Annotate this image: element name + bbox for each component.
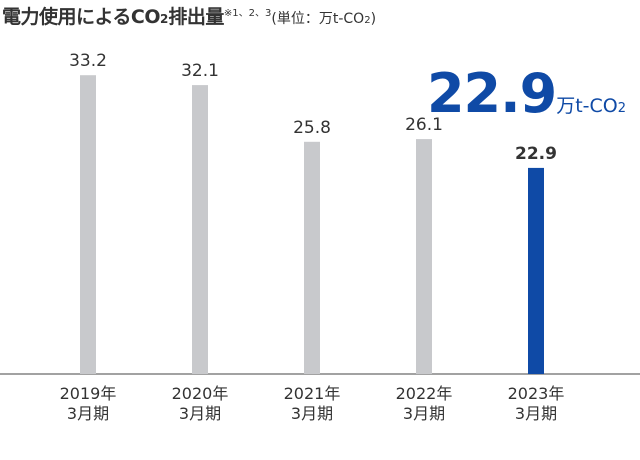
bar xyxy=(304,141,320,374)
chart-title: 電力使用によるCO2排出量※1、2、3(単位：万t-CO2) xyxy=(2,2,376,29)
title-footnote-mark: ※1、2、3 xyxy=(223,8,272,19)
x-tick-label: 3月期 xyxy=(515,404,557,423)
x-tick-label: 2019年 xyxy=(60,384,117,403)
highlight-unit-subscript: 2 xyxy=(617,101,626,116)
x-tick-label: 2021年 xyxy=(284,384,341,403)
highlight-number: 22.9 xyxy=(426,62,557,125)
x-tick-label: 2023年 xyxy=(508,384,565,403)
title-unit-suffix: ) xyxy=(370,11,377,27)
bar xyxy=(192,85,208,374)
x-tick-label: 2020年 xyxy=(172,384,229,403)
title-unit: (単位：万t-CO xyxy=(271,11,365,27)
highlight-value: 22.9万t-CO2 xyxy=(427,62,626,125)
bar-value-label: 26.1 xyxy=(405,115,443,135)
bar-value-label: 25.8 xyxy=(293,118,331,138)
bar-value-label: 32.1 xyxy=(181,61,219,81)
bar xyxy=(80,75,96,374)
title-main: 電力使用によるCO xyxy=(2,6,161,28)
highlight-unit: 万t-CO xyxy=(556,95,618,117)
title-suffix: 排出量 xyxy=(168,6,224,28)
bar xyxy=(416,139,432,374)
bar-value-label: 22.9 xyxy=(515,144,557,164)
x-tick-label: 3月期 xyxy=(403,404,445,423)
x-tick-label: 3月期 xyxy=(67,404,109,423)
title-unit-subscript: 2 xyxy=(364,15,371,26)
x-tick-label: 3月期 xyxy=(179,404,221,423)
title-subscript: 2 xyxy=(160,12,169,26)
x-tick-label: 2022年 xyxy=(396,384,453,403)
bar-value-label: 33.2 xyxy=(69,51,107,71)
x-tick-label: 3月期 xyxy=(291,404,333,423)
bar xyxy=(528,167,544,374)
